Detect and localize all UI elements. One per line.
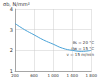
svg-text:1 000: 1 000: [47, 73, 59, 78]
svg-text:1 400: 1 400: [66, 73, 78, 78]
svg-text:ϑw = 15 °C: ϑw = 15 °C: [71, 46, 94, 51]
svg-text:200: 200: [11, 73, 19, 78]
svg-text:σb, N/mm²: σb, N/mm²: [3, 1, 30, 7]
svg-text:1 800: 1 800: [86, 73, 98, 78]
svg-text:3: 3: [10, 27, 13, 33]
svg-text:4: 4: [10, 6, 13, 12]
svg-text:v = 15 m/min: v = 15 m/min: [67, 52, 95, 57]
svg-text:2: 2: [10, 47, 13, 53]
svg-text:600: 600: [30, 73, 38, 78]
svg-text:1: 1: [9, 68, 13, 74]
svg-text:ϑs = 20 °C: ϑs = 20 °C: [72, 40, 94, 45]
